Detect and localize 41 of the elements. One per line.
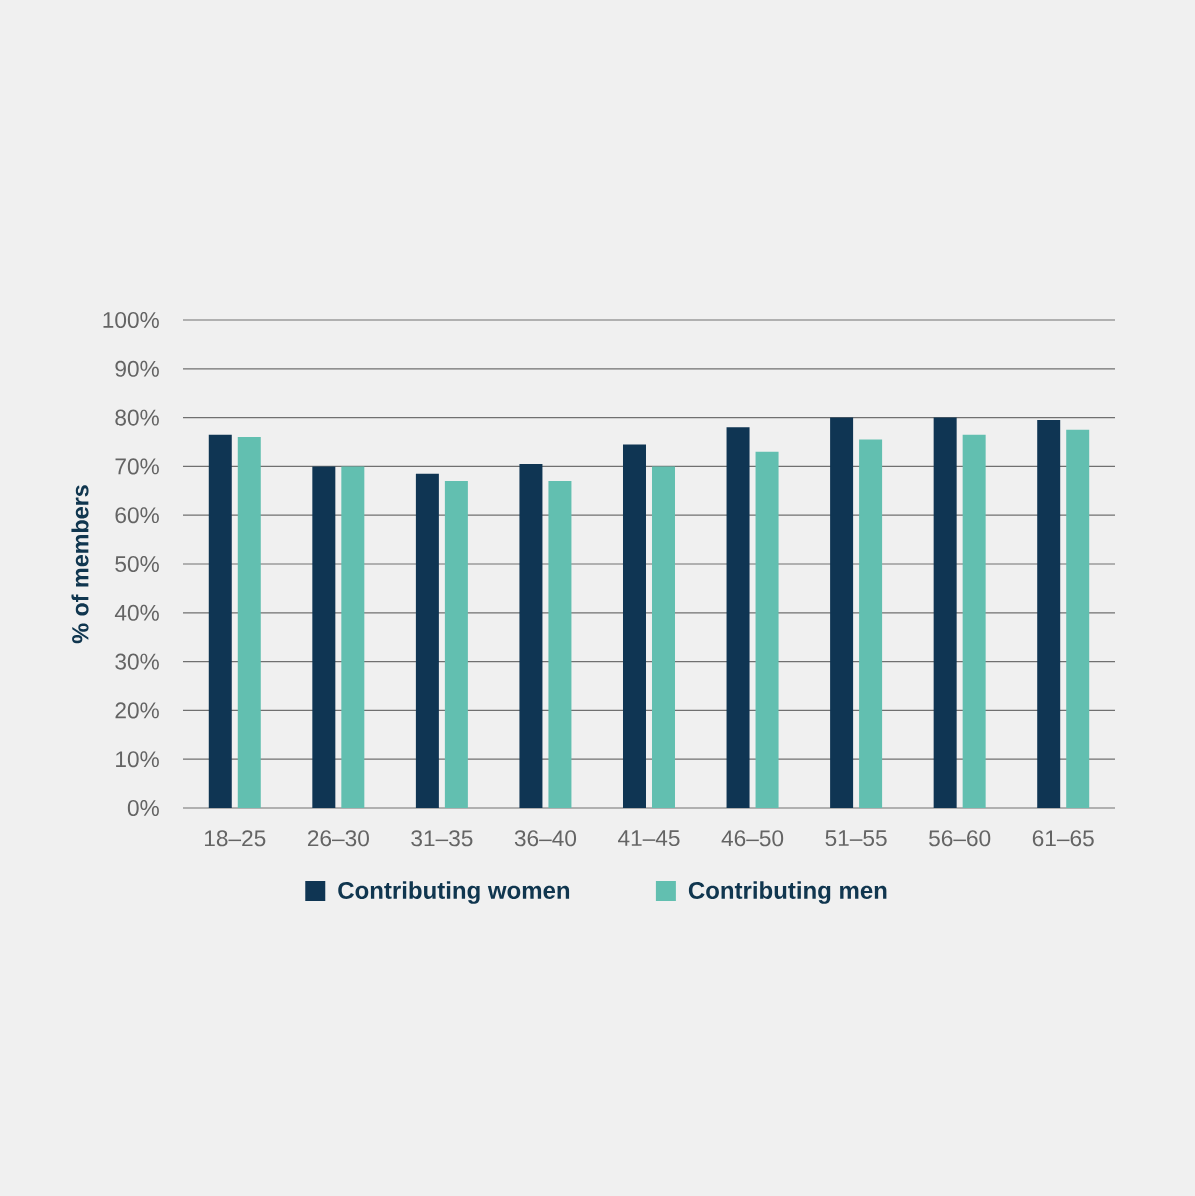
x-tick-label: 56–60	[929, 830, 991, 847]
x-tick-label: 26–30	[307, 830, 369, 847]
y-tick-label: 30%	[115, 653, 159, 670]
bar	[962, 434, 986, 808]
bar	[859, 439, 883, 808]
bar	[208, 434, 232, 808]
bar	[444, 481, 468, 808]
y-tick-label: 80%	[115, 409, 159, 426]
bar	[830, 417, 854, 808]
x-tick-label: 46–50	[721, 830, 784, 847]
x-tick-label: 31–35	[411, 830, 473, 847]
x-tick-label: 36–40	[514, 830, 577, 847]
y-tick-label: 50%	[115, 555, 159, 573]
y-tick-label: 0%	[127, 799, 159, 817]
legend-label: Contributing men	[688, 881, 887, 904]
bar	[1037, 420, 1061, 808]
x-tick-label: 18–25	[205, 830, 266, 847]
bar	[415, 473, 439, 808]
bar	[933, 417, 957, 808]
y-axis-title: % of members	[71, 485, 89, 644]
y-tick-label: 40%	[114, 604, 159, 621]
bar	[237, 437, 261, 808]
y-tick-label: 20%	[115, 702, 159, 719]
bar	[548, 481, 572, 808]
x-tick-label: 41–45	[618, 830, 680, 847]
y-tick-label: 90%	[115, 360, 159, 377]
bar	[341, 466, 365, 808]
bar	[652, 466, 675, 808]
legend-label: Contributing women	[338, 881, 570, 904]
x-tick-label: 61–65	[1032, 830, 1094, 847]
y-tick-label: 10%	[116, 751, 159, 768]
bar	[755, 451, 779, 808]
y-tick-label: 100%	[103, 311, 159, 329]
x-tick-label: 51–55	[825, 830, 887, 847]
bar	[519, 463, 543, 808]
bar	[622, 444, 646, 808]
y-tick-label: 70%	[115, 458, 159, 475]
y-tick-label: 60%	[115, 507, 159, 524]
bar	[312, 466, 336, 808]
bar	[1066, 429, 1090, 808]
bar	[726, 427, 750, 808]
